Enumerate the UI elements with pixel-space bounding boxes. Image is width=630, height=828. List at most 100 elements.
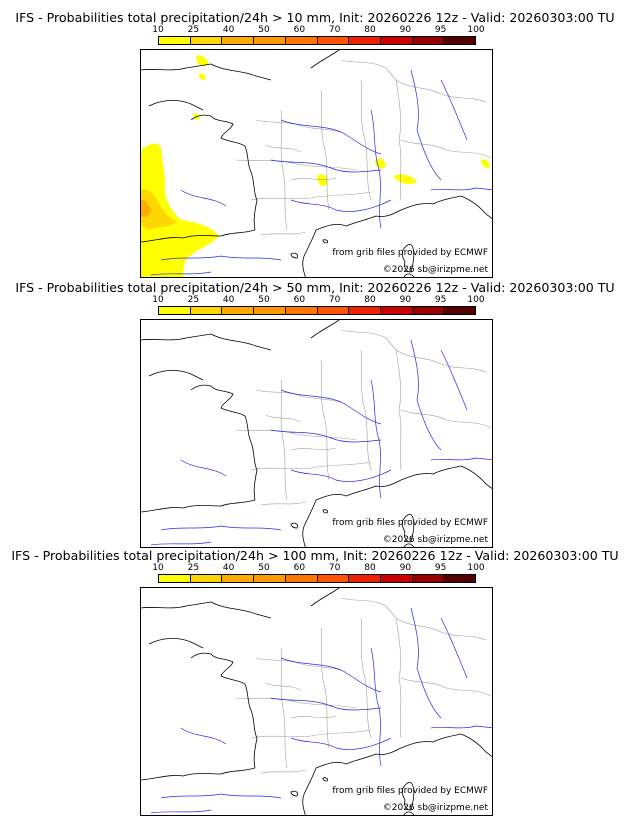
border-line bbox=[250, 191, 372, 201]
precip-area bbox=[393, 174, 417, 184]
precip-area bbox=[196, 55, 209, 67]
coastline bbox=[141, 767, 256, 781]
river-line bbox=[150, 271, 212, 276]
map-panel-100mm: IFS - Probabilities total precipitation/… bbox=[0, 538, 630, 816]
border-line bbox=[395, 79, 487, 103]
colorbar-segment bbox=[317, 37, 350, 44]
river-line bbox=[290, 469, 392, 482]
colorbar-segment bbox=[285, 307, 318, 314]
river-line bbox=[270, 697, 382, 711]
border-line bbox=[280, 647, 288, 769]
coastline bbox=[190, 114, 246, 147]
river-line bbox=[270, 159, 382, 173]
coastline bbox=[310, 50, 340, 69]
colorbar-tick-label: 25 bbox=[187, 563, 200, 573]
map-svg bbox=[141, 50, 492, 277]
coastline bbox=[302, 767, 317, 815]
source-credit: from grib files provided by ECMWF bbox=[332, 248, 488, 258]
colorbar-tick-label: 50 bbox=[258, 295, 270, 305]
colorbar-tick-label: 50 bbox=[258, 563, 270, 573]
coastline bbox=[141, 499, 256, 513]
colorbar-tick-label: 80 bbox=[364, 25, 376, 35]
river-line bbox=[180, 459, 227, 477]
river-line bbox=[280, 119, 382, 155]
precip-area bbox=[141, 200, 151, 217]
border-line bbox=[265, 414, 302, 423]
river-line bbox=[430, 187, 492, 191]
map-panel-10mm: IFS - Probabilities total precipitation/… bbox=[0, 0, 630, 278]
corsica-outline bbox=[401, 514, 415, 543]
border-line bbox=[265, 682, 302, 691]
colorbar-tick-label: 90 bbox=[399, 295, 412, 305]
colorbar-tick-label: 25 bbox=[187, 295, 200, 305]
river-line bbox=[150, 541, 212, 546]
colorbar-segment bbox=[349, 37, 381, 44]
border-line bbox=[400, 677, 492, 697]
border-line bbox=[255, 119, 347, 135]
border-line bbox=[260, 769, 307, 774]
map-frame: from grib files provided by ECMWF ©2026 … bbox=[140, 49, 493, 278]
colorbar-segment bbox=[254, 307, 286, 314]
precip-area bbox=[481, 159, 490, 168]
colorbar-segment bbox=[412, 37, 445, 44]
coastline bbox=[148, 100, 204, 111]
coastline bbox=[148, 638, 204, 649]
border-line bbox=[235, 159, 357, 171]
coastline bbox=[310, 320, 340, 339]
river-line bbox=[440, 79, 468, 141]
river-line bbox=[410, 69, 442, 181]
border-line bbox=[400, 139, 492, 159]
colorbar-segment bbox=[190, 37, 223, 44]
coastline bbox=[141, 333, 272, 351]
border-line bbox=[255, 657, 347, 673]
colorbar-tick-label: 25 bbox=[187, 25, 200, 35]
colorbar-tick-label: 70 bbox=[328, 25, 341, 35]
colorbar-segment bbox=[285, 575, 318, 582]
colorbar-segment bbox=[444, 307, 476, 314]
island-outline bbox=[322, 509, 329, 514]
river-line bbox=[410, 339, 442, 451]
border-line bbox=[290, 715, 337, 719]
river-line bbox=[160, 525, 282, 531]
coastline bbox=[400, 733, 462, 749]
coastline bbox=[315, 747, 402, 769]
colorbar bbox=[158, 36, 476, 45]
colorbar-tick-label: 40 bbox=[222, 25, 235, 35]
coastline bbox=[244, 683, 258, 769]
colorbar-segment bbox=[444, 37, 476, 44]
colorbar-tick-label: 70 bbox=[328, 563, 341, 573]
colorbar-tick-label: 10 bbox=[152, 563, 164, 573]
river-line bbox=[430, 725, 492, 729]
river-line bbox=[270, 429, 382, 443]
border-line bbox=[320, 359, 330, 481]
river-line bbox=[180, 727, 227, 745]
border-line bbox=[260, 501, 307, 506]
colorbar bbox=[158, 306, 476, 315]
colorbar-tick-label: 10 bbox=[152, 25, 164, 35]
colorbar-tick-label: 90 bbox=[399, 25, 412, 35]
colorbar-segment bbox=[349, 575, 381, 582]
border-line bbox=[235, 697, 357, 709]
border-line bbox=[320, 627, 330, 749]
colorbar-segment bbox=[380, 37, 413, 44]
colorbar bbox=[158, 574, 476, 583]
border-line bbox=[320, 89, 330, 211]
corsica-outline bbox=[401, 782, 415, 811]
colorbar-tick-label: 100 bbox=[467, 563, 485, 573]
precip-area bbox=[317, 174, 328, 186]
colorbar-tick-label: 50 bbox=[258, 25, 270, 35]
border-line bbox=[340, 329, 402, 471]
precip-area bbox=[141, 189, 177, 230]
colorbar-segment bbox=[222, 37, 255, 44]
border-line bbox=[340, 59, 402, 201]
colorbar-segment bbox=[412, 307, 445, 314]
colorbar-tick-label: 95 bbox=[434, 563, 447, 573]
colorbar-segment bbox=[254, 575, 286, 582]
border-line bbox=[395, 617, 487, 641]
sardinia-outline bbox=[403, 543, 415, 547]
river-line bbox=[290, 199, 392, 212]
panel-title: IFS - Probabilities total precipitation/… bbox=[11, 548, 619, 563]
island-outline bbox=[322, 239, 329, 244]
coastline bbox=[141, 601, 272, 619]
map-svg bbox=[141, 320, 492, 547]
